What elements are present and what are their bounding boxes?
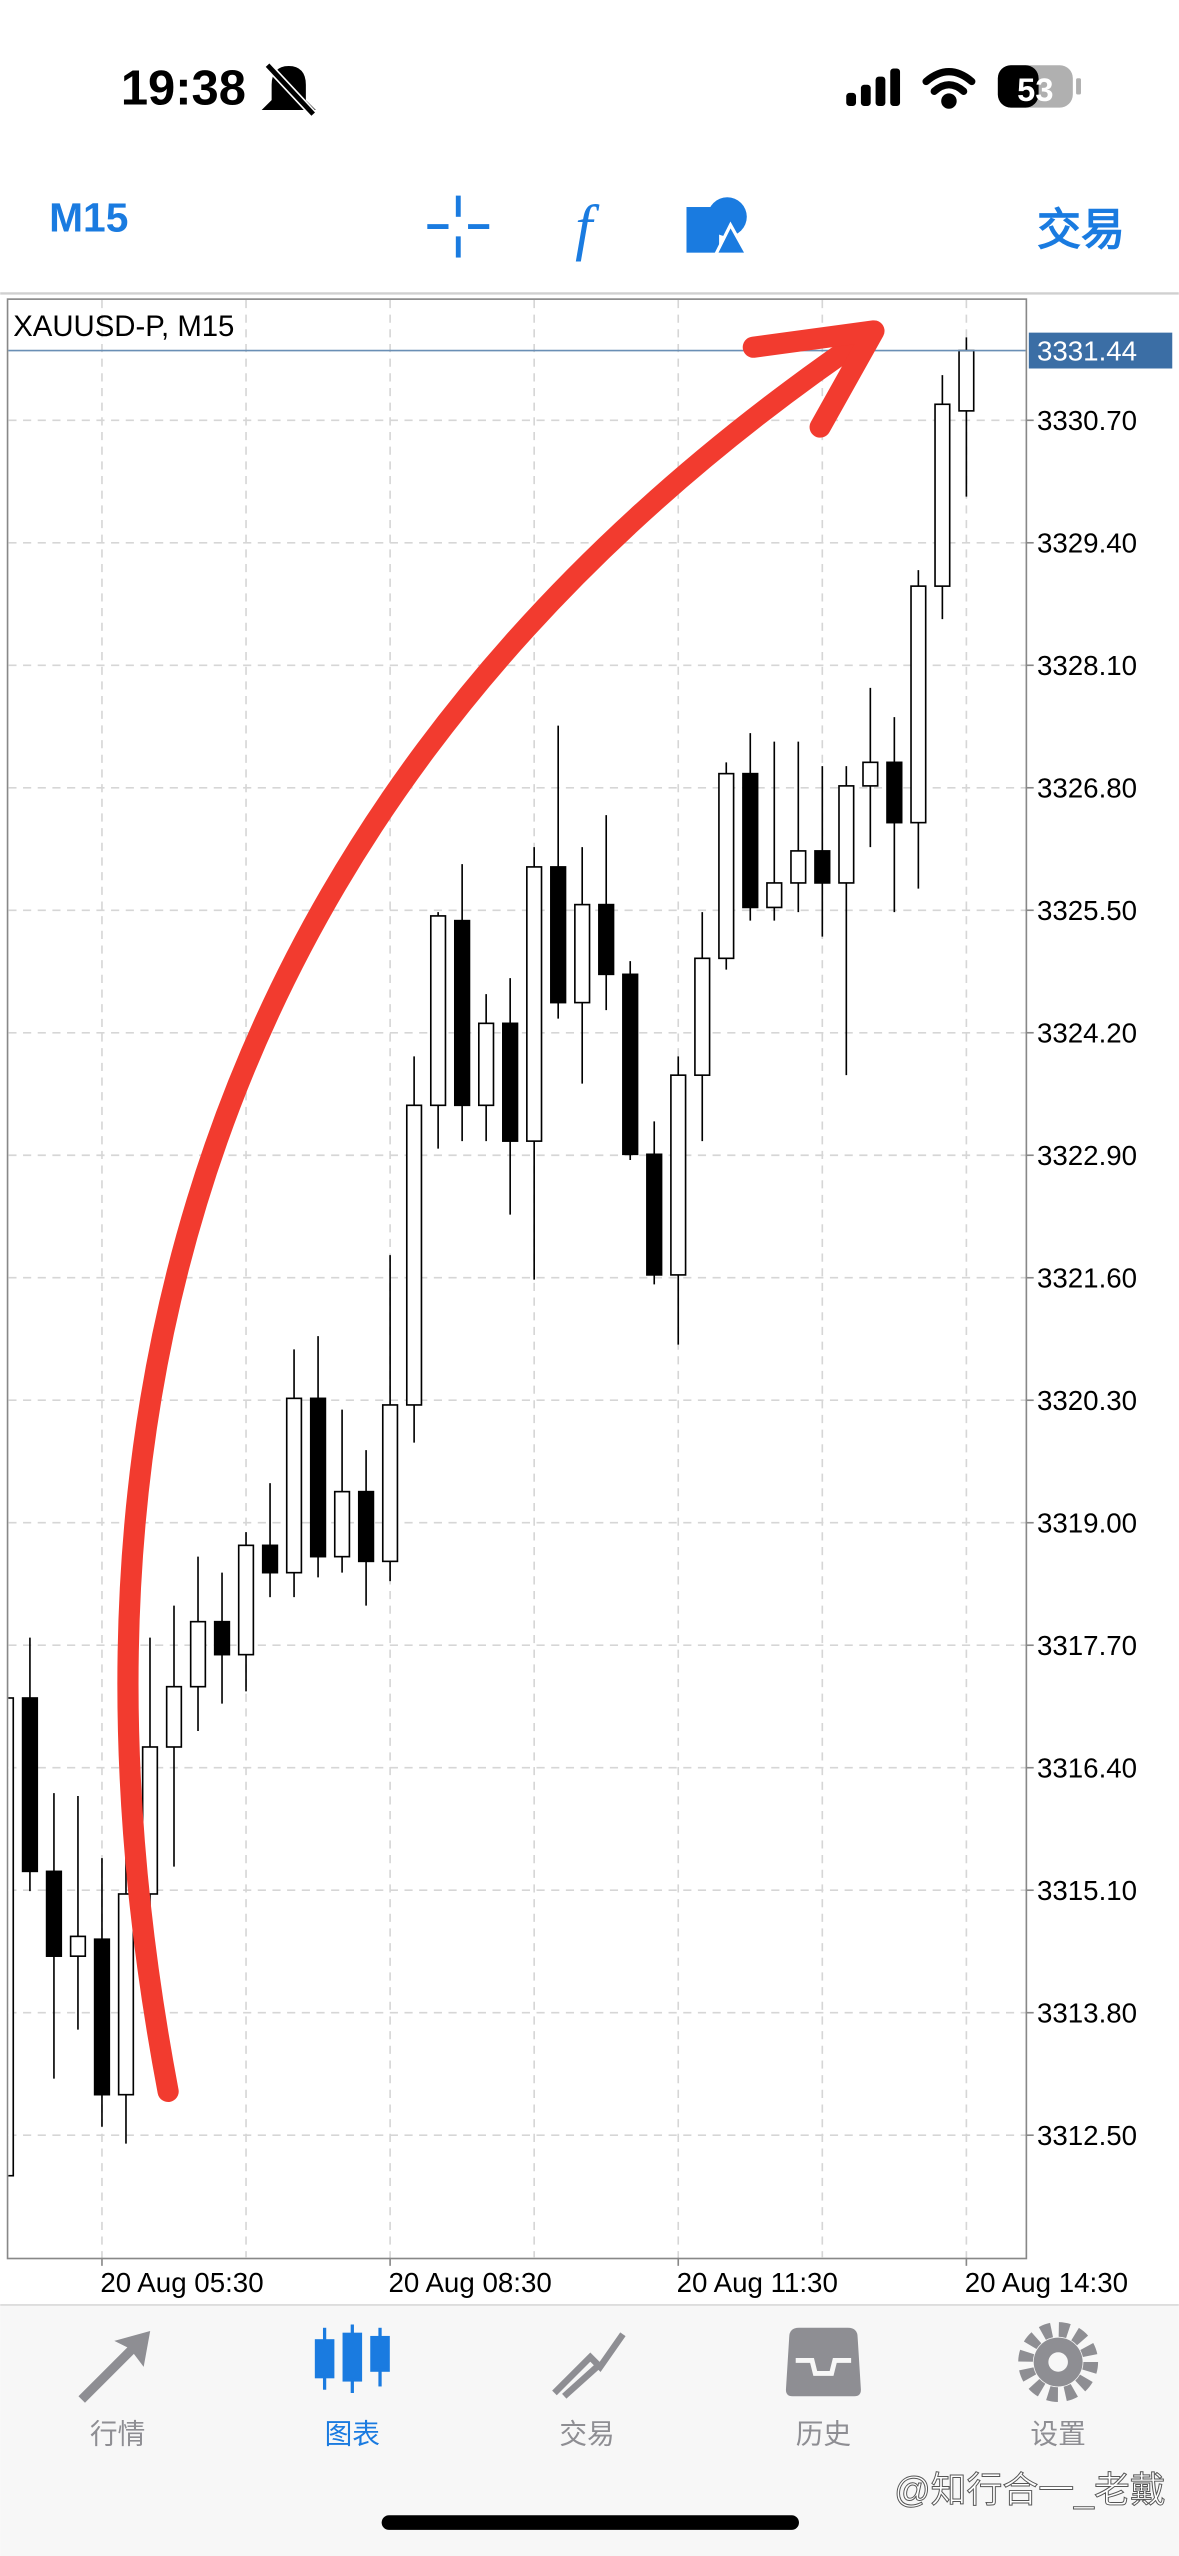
- tab-label[interactable]: 交易: [559, 2419, 614, 2450]
- y-tick-label: 3321.60: [1037, 1263, 1137, 1294]
- candle-body: [790, 850, 807, 884]
- y-tick-label: 3325.50: [1037, 895, 1137, 926]
- candle-body: [670, 1074, 687, 1276]
- signal-icon: [846, 68, 901, 106]
- status-time: 19:38: [121, 61, 246, 115]
- y-tick-label: 3330.70: [1037, 405, 1137, 436]
- candle-body: [285, 1397, 303, 1574]
- candle-body: [381, 1404, 399, 1563]
- candle-body: [213, 1620, 231, 1656]
- candle-body: [189, 1620, 207, 1688]
- x-tick-label: 20 Aug 05:30: [100, 2267, 263, 2298]
- tab-labels: 行情 图表 交易 历史 设置: [90, 2419, 1086, 2450]
- x-tick-label: 20 Aug 14:30: [965, 2267, 1128, 2298]
- candle-body: [886, 761, 903, 824]
- candle-body: [21, 1697, 39, 1873]
- candle-body: [550, 866, 567, 1004]
- tab-label[interactable]: 设置: [1030, 2419, 1085, 2450]
- candle-body: [646, 1153, 663, 1276]
- tab-label[interactable]: 图表: [325, 2419, 380, 2450]
- candle-body: [261, 1544, 279, 1574]
- candle-body: [958, 349, 975, 412]
- candle-body: [598, 903, 615, 976]
- candle-body: [453, 919, 471, 1107]
- candle-body: [934, 403, 951, 587]
- wifi-icon: [922, 68, 976, 109]
- y-tick-label: 3313.80: [1037, 1997, 1137, 2028]
- candle-body: [838, 785, 855, 884]
- y-tick-label: 3329.40: [1037, 528, 1137, 559]
- candle-body: [357, 1490, 375, 1563]
- last-price-box: [1028, 332, 1173, 369]
- chart-title: XAUUSD-P, M15: [13, 310, 234, 343]
- x-tick-label: 20 Aug 11:30: [677, 2267, 838, 2298]
- axes: 3330.70 3329.40 3328.10 3326.80 3325.50 3324.…: [8, 332, 1173, 2298]
- history-icon[interactable]: [785, 2327, 861, 2397]
- red-arrow: [117, 320, 885, 2103]
- objects-button[interactable]: [686, 197, 750, 256]
- x-tick-label: 20 Aug 08:30: [388, 2267, 551, 2298]
- candle-body: [766, 882, 783, 909]
- candle-body: [429, 915, 447, 1107]
- last-price-label: 3331.44: [1037, 335, 1137, 366]
- candle-body: [742, 772, 759, 909]
- candle-body: [237, 1544, 255, 1656]
- tab-label[interactable]: 行情: [90, 2419, 145, 2450]
- timeframe-button[interactable]: M15: [49, 194, 128, 240]
- candle-body: [910, 585, 927, 824]
- y-tick-label: 3315.10: [1037, 1875, 1137, 1906]
- candle-body: [309, 1397, 327, 1558]
- candle-body: [526, 866, 543, 1142]
- crosshair-button[interactable]: [427, 195, 490, 258]
- tab-bar: [0, 2304, 1179, 2556]
- indicators-button[interactable]: f: [575, 194, 600, 262]
- home-indicator: [381, 2515, 799, 2530]
- battery-icon: 53: [997, 65, 1081, 108]
- candle-body: [862, 761, 879, 787]
- candle-body: [502, 1022, 519, 1142]
- tab-label[interactable]: 历史: [796, 2419, 851, 2450]
- y-tick-label: 3324.20: [1037, 1018, 1137, 1049]
- trade-button[interactable]: 交易: [1037, 206, 1125, 255]
- chart-frame: [6, 298, 1028, 2260]
- y-tick-label: 3317.70: [1037, 1630, 1137, 1661]
- y-tick-label: 3326.80: [1037, 773, 1137, 804]
- quotes-icon[interactable]: [78, 2331, 151, 2403]
- chart-icon[interactable]: [314, 2324, 390, 2393]
- y-tick-label: 3322.90: [1037, 1140, 1137, 1171]
- candle-body: [694, 957, 711, 1076]
- candle-body: [8, 1697, 15, 2177]
- candle-body: [622, 973, 639, 1156]
- settings-icon[interactable]: [1018, 2322, 1099, 2402]
- candle-body: [93, 1938, 111, 2096]
- candle-body: [333, 1490, 351, 1558]
- trade-icon[interactable]: [552, 2332, 626, 2399]
- candles: [8, 337, 975, 2177]
- y-tick-label: 3319.00: [1037, 1508, 1137, 1539]
- candle-body: [405, 1104, 423, 1406]
- mute-icon: [261, 62, 317, 117]
- candle-body: [117, 1893, 135, 2096]
- y-tick-label: 3328.10: [1037, 650, 1137, 681]
- candle-body: [574, 903, 591, 1004]
- candle-body: [718, 772, 735, 960]
- watermark: @知行合一_老戴: [894, 2470, 1166, 2510]
- y-tick-label: 3316.40: [1037, 1752, 1137, 1783]
- candle-body: [165, 1685, 183, 1748]
- y-tick-label: 3320.30: [1037, 1385, 1137, 1416]
- candle-body: [69, 1935, 87, 1957]
- battery-level: 53: [1017, 71, 1053, 108]
- y-tick-label: 3312.50: [1037, 2120, 1137, 2151]
- candle-body: [45, 1870, 63, 1957]
- candle-body: [478, 1022, 495, 1107]
- candle-body: [814, 850, 831, 884]
